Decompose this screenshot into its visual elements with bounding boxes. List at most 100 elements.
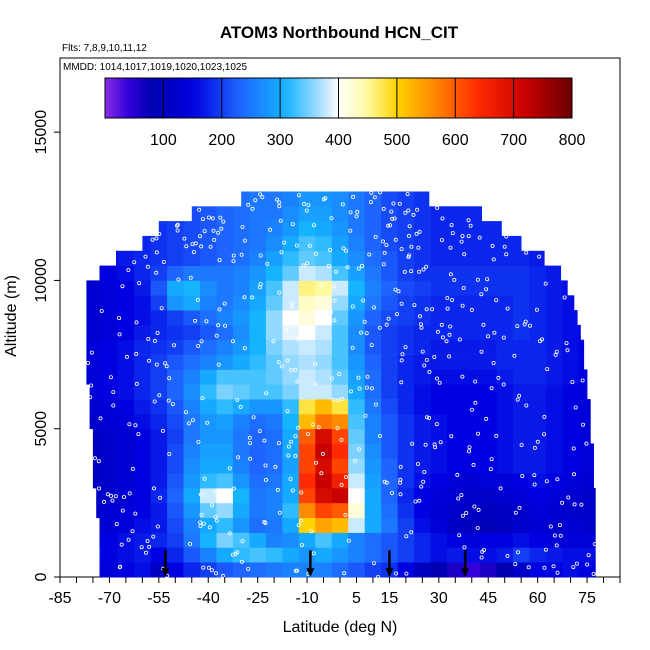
sample-point: [543, 547, 548, 552]
heatmap-cell: [150, 235, 168, 252]
sample-point: [276, 441, 281, 446]
heatmap-cell: [348, 324, 366, 341]
sample-point: [537, 254, 542, 259]
sample-point: [321, 197, 326, 202]
heatmap-cell: [512, 265, 530, 281]
heatmap-cell: [99, 547, 102, 563]
heatmap-cell: [578, 443, 594, 459]
heatmap-cell: [512, 458, 530, 474]
heatmap-cell: [578, 324, 581, 341]
sample-point: [231, 253, 236, 258]
heatmap-cell: [529, 428, 547, 444]
sample-point: [437, 380, 442, 385]
heatmap-cell: [167, 310, 184, 326]
heatmap-cell: [414, 339, 431, 355]
sample-point: [304, 208, 309, 213]
heatmap-cell: [414, 384, 431, 400]
heatmap-cell: [134, 280, 151, 296]
sample-point: [311, 223, 316, 228]
heatmap-cell: [134, 428, 151, 444]
heatmap-cell: [134, 562, 151, 578]
sample-point: [157, 393, 162, 398]
sample-point: [371, 561, 376, 566]
sample-point: [490, 243, 495, 248]
heatmap-cell: [200, 443, 217, 459]
heatmap-cell: [116, 250, 118, 266]
sample-point: [424, 357, 429, 362]
heatmap-cell: [364, 502, 382, 519]
sample-point: [394, 312, 399, 317]
sample-point: [164, 364, 169, 369]
x-tick-label: -40: [197, 590, 220, 607]
heatmap-cell: [496, 384, 514, 400]
sample-point: [573, 405, 578, 410]
sample-point: [163, 361, 168, 366]
heatmap-cell: [183, 473, 201, 489]
x-tick-label: -10: [295, 590, 318, 607]
heatmap-cell: [101, 384, 119, 400]
sample-point: [296, 523, 301, 528]
heatmap-cell: [545, 562, 563, 578]
heatmap-cell: [447, 280, 464, 296]
sample-point: [572, 502, 577, 507]
heatmap-cell: [496, 428, 514, 444]
heatmap-cell: [216, 295, 234, 311]
sample-point: [481, 322, 486, 327]
heatmap-cell: [92, 473, 102, 489]
sample-point: [120, 284, 125, 289]
heatmap-cell: [249, 502, 267, 519]
sample-point: [570, 379, 575, 384]
sample-point: [438, 440, 443, 445]
sample-point: [542, 565, 547, 570]
heatmap-cell: [496, 502, 514, 519]
heatmap-cell: [265, 221, 283, 237]
heatmap-cell: [183, 295, 201, 311]
heatmap-cell: [298, 310, 316, 326]
heatmap-cell: [562, 295, 575, 311]
heatmap-cell: [430, 458, 448, 474]
sample-point: [265, 261, 270, 266]
sample-point: [213, 571, 218, 576]
heatmap-cell: [430, 413, 448, 430]
heatmap-cell: [282, 562, 300, 578]
heatmap-cell: [249, 547, 267, 563]
heatmap-cell: [282, 265, 300, 281]
heatmap-cell: [167, 235, 184, 252]
sample-point: [498, 486, 503, 491]
heatmap-cell: [331, 458, 349, 474]
heatmap-cell: [265, 339, 283, 355]
sample-point: [409, 269, 414, 274]
sample-point: [170, 402, 175, 407]
heatmap-cell: [265, 562, 283, 578]
heatmap-cell: [562, 502, 580, 519]
sample-point: [424, 264, 429, 269]
heatmap-cell: [150, 369, 168, 385]
heatmap-cell: [480, 473, 497, 489]
sample-point: [475, 526, 480, 531]
sample-point: [574, 561, 579, 566]
sample-point: [222, 301, 227, 306]
sample-point: [335, 426, 340, 431]
heatmap-cell: [117, 502, 135, 519]
sample-point: [551, 564, 556, 569]
heatmap-cell: [298, 280, 316, 296]
sample-point: [564, 341, 569, 346]
heatmap-cell: [282, 250, 300, 266]
sample-point: [389, 209, 394, 214]
heatmap-cell: [480, 517, 497, 533]
heatmap-cell: [200, 339, 217, 355]
heatmap-cell: [463, 547, 481, 563]
sample-points: [86, 190, 598, 580]
sample-point: [199, 512, 204, 517]
sample-point: [399, 358, 404, 363]
heatmap-cell: [200, 562, 217, 578]
sample-point: [221, 219, 226, 224]
heatmap-cell: [430, 562, 448, 578]
sample-point: [554, 543, 559, 548]
heatmap-cell: [232, 502, 250, 519]
heatmap-cell: [512, 324, 530, 341]
sample-point: [263, 463, 268, 468]
sample-point: [209, 503, 214, 508]
heatmap-cell: [183, 265, 201, 281]
heatmap-cell: [562, 369, 580, 385]
